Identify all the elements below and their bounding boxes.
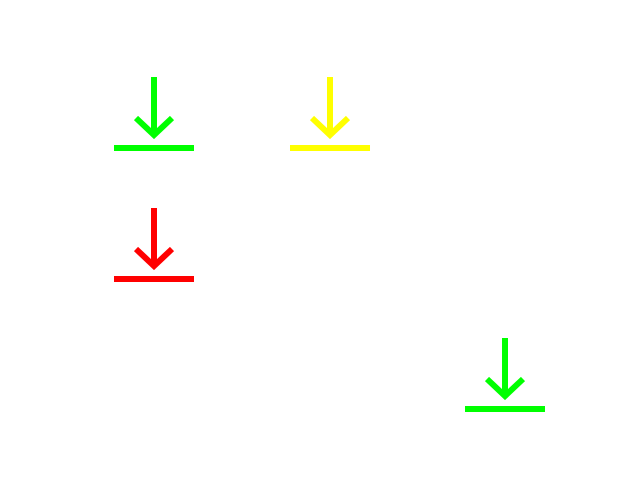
download-icon [114,208,194,282]
download-button-green-2[interactable] [464,337,546,415]
download-icon [290,77,370,151]
download-icon [114,77,194,151]
download-button-red[interactable] [113,207,195,285]
download-icon [465,338,545,412]
download-button-yellow[interactable] [289,76,371,154]
download-button-green[interactable] [113,76,195,154]
